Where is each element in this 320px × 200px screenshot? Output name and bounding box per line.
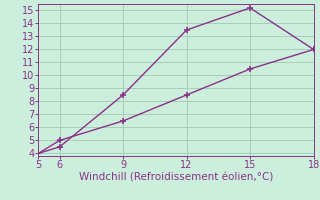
- X-axis label: Windchill (Refroidissement éolien,°C): Windchill (Refroidissement éolien,°C): [79, 173, 273, 183]
